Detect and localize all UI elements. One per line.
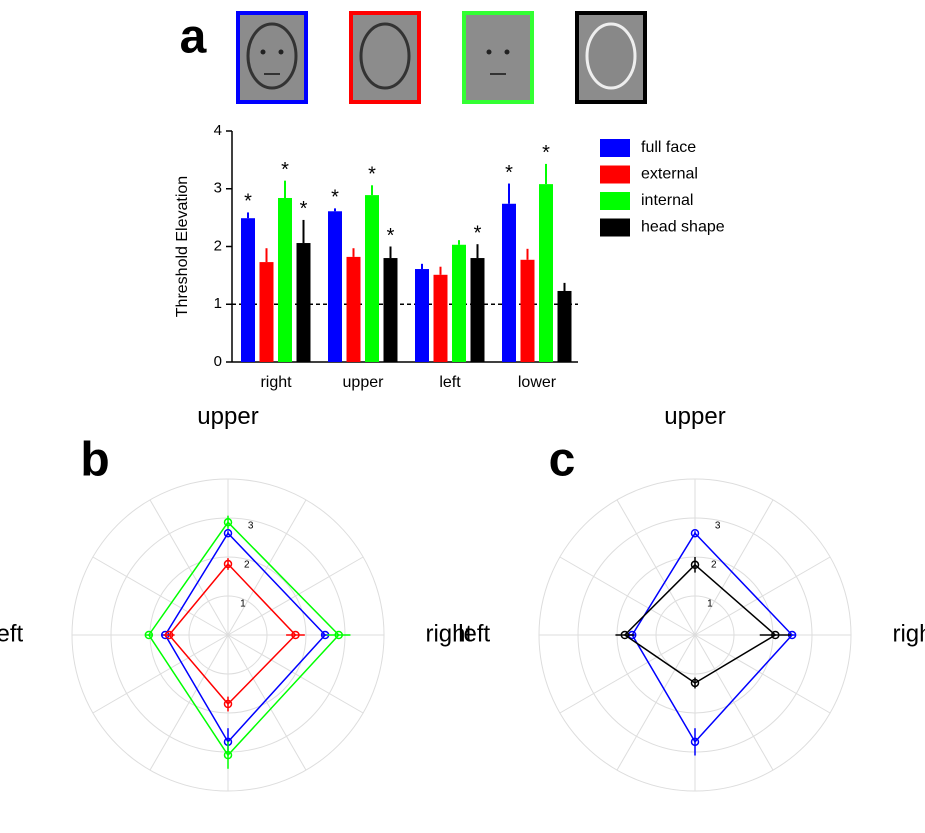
y-tick-label: 4: [214, 122, 222, 139]
point: [690, 560, 700, 570]
x-tick-label: lower: [518, 374, 557, 391]
point: [690, 528, 700, 538]
bar: [296, 243, 311, 362]
panel-label: b: [80, 434, 109, 487]
legend-label: head shape: [641, 219, 725, 236]
legend-swatch: [600, 165, 630, 184]
bar: [365, 195, 379, 362]
point: [771, 630, 780, 640]
legend-swatch: [600, 139, 630, 157]
panel-label: c: [549, 434, 576, 487]
bar: [557, 290, 572, 362]
significance-label: *: [505, 162, 513, 184]
bar: [520, 259, 535, 362]
point: [223, 559, 233, 569]
significance-label: *: [542, 142, 550, 164]
point: [334, 630, 344, 640]
panel-label: a: [180, 11, 207, 64]
legend-swatch: [600, 218, 630, 237]
outer-ring: [71, 478, 385, 792]
x-tick-label: left: [439, 374, 461, 391]
significance-label: *: [331, 187, 339, 209]
r-tick-label: 1: [240, 599, 246, 610]
point: [690, 678, 700, 688]
y-tick-label: 1: [214, 295, 222, 312]
bar: [328, 211, 342, 362]
x-tick-label: upper: [343, 374, 385, 391]
axis-label: upper: [664, 403, 725, 430]
point: [620, 630, 630, 640]
axis-label: left: [458, 620, 490, 647]
significance-label: *: [474, 222, 482, 244]
y-axis-label: Threshold Elevation: [174, 176, 191, 317]
axis-label: right: [425, 620, 472, 647]
legend-label: external: [641, 166, 698, 183]
bar: [259, 262, 274, 362]
y-tick-label: 2: [214, 237, 222, 254]
bar: [383, 258, 398, 362]
stimulus-internal: [462, 11, 534, 104]
point: [223, 699, 233, 709]
point: [291, 630, 300, 640]
face-stimuli: [236, 11, 647, 104]
y-tick-label: 0: [214, 353, 222, 370]
point: [223, 528, 233, 538]
point: [164, 630, 174, 640]
significance-label: *: [300, 198, 308, 220]
r-tick-label: 2: [244, 560, 250, 571]
bar: [415, 269, 429, 362]
legend-label: full face: [641, 139, 696, 156]
series-polygon: [147, 521, 340, 757]
bar: [502, 203, 516, 362]
grid-ring: [655, 595, 735, 675]
point: [223, 750, 233, 760]
bar: [433, 274, 448, 362]
point: [223, 518, 233, 527]
r-tick-label: 2: [711, 560, 717, 571]
stimulus-head-shape: [575, 11, 647, 104]
legend-label: internal: [641, 192, 693, 209]
point: [144, 630, 154, 640]
axis-label: upper: [197, 403, 258, 430]
r-tick-label: 3: [248, 521, 254, 532]
bar: [452, 244, 466, 362]
axis-label: right: [892, 620, 925, 647]
significance-label: *: [281, 159, 289, 181]
axis-label: left: [0, 620, 24, 647]
legend-swatch: [600, 192, 630, 210]
bar: [470, 258, 485, 362]
point: [690, 737, 700, 747]
y-tick-label: 3: [214, 180, 222, 197]
r-tick-label: 3: [715, 521, 721, 532]
significance-label: *: [368, 164, 376, 186]
x-tick-label: right: [260, 374, 292, 391]
significance-label: *: [244, 191, 252, 213]
bar: [278, 197, 292, 362]
stimulus-external: [349, 11, 421, 104]
bar: [346, 256, 361, 362]
r-tick-label: 1: [707, 599, 713, 610]
bar: [539, 184, 553, 362]
outer-ring: [538, 478, 852, 792]
bar: [241, 218, 255, 362]
grid-ring: [188, 595, 268, 675]
significance-label: *: [387, 225, 395, 247]
stimulus-full-face: [236, 11, 308, 104]
